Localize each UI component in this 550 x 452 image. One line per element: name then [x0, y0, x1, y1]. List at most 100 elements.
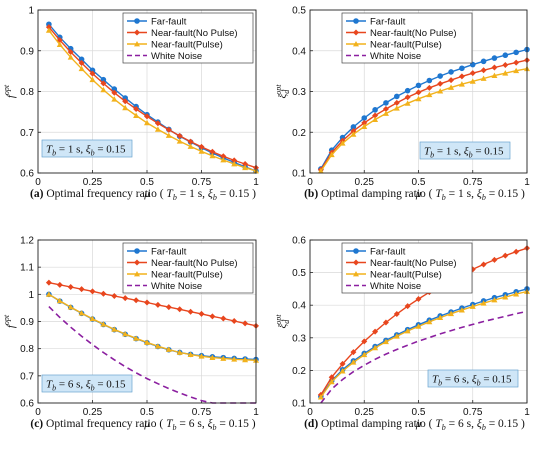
data-point	[372, 112, 379, 119]
x-tick-label: 1	[524, 407, 530, 418]
data-point	[133, 297, 140, 304]
data-point	[231, 161, 238, 167]
data-point	[231, 157, 238, 164]
data-point	[231, 356, 238, 362]
x-tick-label: 0.75	[463, 407, 483, 418]
data-point	[111, 326, 118, 332]
legend-label: Far-fault	[370, 17, 406, 28]
data-point	[491, 256, 498, 263]
y-tick-label: 0.7	[20, 371, 34, 382]
data-point	[382, 106, 389, 113]
data-point	[154, 120, 161, 127]
data-point	[448, 77, 455, 84]
panel-caption: (a) Optimal frequency ratio ( Tb = 1 s, …	[30, 187, 256, 202]
data-point	[382, 319, 389, 326]
data-point	[458, 81, 465, 87]
data-point	[480, 300, 487, 306]
data-point	[393, 99, 400, 106]
data-point	[154, 343, 161, 349]
data-point	[187, 351, 194, 358]
data-point	[144, 113, 150, 120]
data-point	[56, 41, 63, 48]
data-point	[339, 368, 346, 374]
data-point	[100, 321, 107, 327]
series-line	[320, 310, 528, 404]
chart-panel-d: 0 0.25 0.5 0.75 1 0.1 0.2 0.3 0.4 0.5 0.6 Far-fault…	[274, 236, 530, 433]
chart-panel-c: 0 0.25 0.5 0.75 1 0.6 0.7 0.8 0.9 1 1.1 1.2 Far-faul…	[2, 236, 259, 433]
data-point	[220, 355, 227, 361]
data-point	[513, 49, 519, 56]
data-point	[187, 308, 194, 315]
legend-label: Near-fault(No Pulse)	[151, 28, 238, 39]
annotation-text: Tb = 1 s, ξb = 0.15	[424, 146, 504, 160]
data-point	[404, 100, 411, 106]
data-point	[469, 303, 476, 309]
data-point	[339, 360, 346, 367]
data-point	[144, 299, 150, 306]
annotation-text: Tb = 6 s, ξb = 0.15	[432, 374, 512, 388]
x-tick-label: 0.5	[140, 177, 154, 188]
legend-label: White Noise	[151, 281, 202, 292]
legend-marker	[353, 18, 359, 24]
panel-caption-text: (d) Optimal damping ratio ( Tb = 6 s, ξb…	[304, 417, 525, 432]
series-near-fault-pulse-	[45, 291, 259, 363]
data-point	[122, 104, 129, 111]
annotation-box	[419, 141, 511, 160]
x-tick-label: 1	[253, 407, 259, 418]
parameter-annotation: Tb = 1 s, ξb = 0.15	[419, 141, 511, 160]
y-tick-label: 0.3	[292, 333, 306, 344]
y-tick-label: 1.2	[20, 236, 34, 247]
data-point	[154, 126, 161, 132]
y-tick-label: 0.5	[292, 268, 306, 279]
legend-label: Near-fault(Pulse)	[151, 40, 223, 51]
data-point	[122, 295, 129, 302]
y-axis-label: fopt	[2, 314, 17, 328]
data-point	[404, 303, 411, 310]
data-point	[361, 351, 368, 358]
legend-label: Near-fault(Pulse)	[151, 270, 223, 281]
data-point	[448, 310, 455, 317]
data-point	[361, 338, 368, 345]
annotation-text: Tb = 6 s, ξb = 0.15	[46, 379, 126, 393]
annotation-box	[427, 369, 519, 388]
x-tick-label: 0	[35, 407, 41, 418]
legend-marker	[134, 29, 140, 36]
data-point	[187, 138, 194, 145]
y-tick-label: 1.1	[20, 263, 34, 274]
data-point	[372, 344, 379, 351]
data-point	[415, 89, 422, 96]
data-point	[78, 286, 85, 293]
data-point	[198, 143, 205, 150]
x-tick-label: 0.25	[83, 177, 103, 188]
data-point	[458, 307, 465, 313]
data-point	[45, 27, 52, 33]
y-axis-label: ξdopt	[274, 314, 291, 329]
parameter-annotation: Tb = 6 s, ξb = 0.15	[41, 374, 133, 393]
series-far-fault	[318, 46, 530, 172]
legend-marker	[353, 271, 359, 277]
data-point	[154, 301, 161, 308]
data-point	[45, 24, 52, 31]
y-tick-label: 0.2	[292, 366, 306, 377]
data-point	[491, 296, 498, 303]
y-axis-label-text: fopt	[2, 314, 17, 328]
data-point	[502, 62, 509, 69]
data-point	[491, 72, 498, 79]
data-point	[67, 304, 74, 310]
data-point	[372, 107, 378, 113]
data-point	[89, 76, 96, 83]
data-point	[415, 82, 422, 89]
y-tick-label: 0.6	[20, 169, 34, 180]
y-axis-label: ξdopt	[274, 84, 291, 99]
y-tick-label: 0.4	[292, 301, 306, 312]
data-point	[176, 138, 183, 144]
legend-label: Near-fault(No Pulse)	[370, 258, 457, 269]
data-point	[122, 98, 129, 105]
annotation-text: Tb = 1 s, ξb = 0.15	[46, 144, 126, 158]
data-point	[393, 311, 400, 318]
legend-label: Near-fault(No Pulse)	[370, 28, 457, 39]
y-tick-label: 0.6	[20, 399, 34, 410]
data-point	[67, 283, 74, 290]
